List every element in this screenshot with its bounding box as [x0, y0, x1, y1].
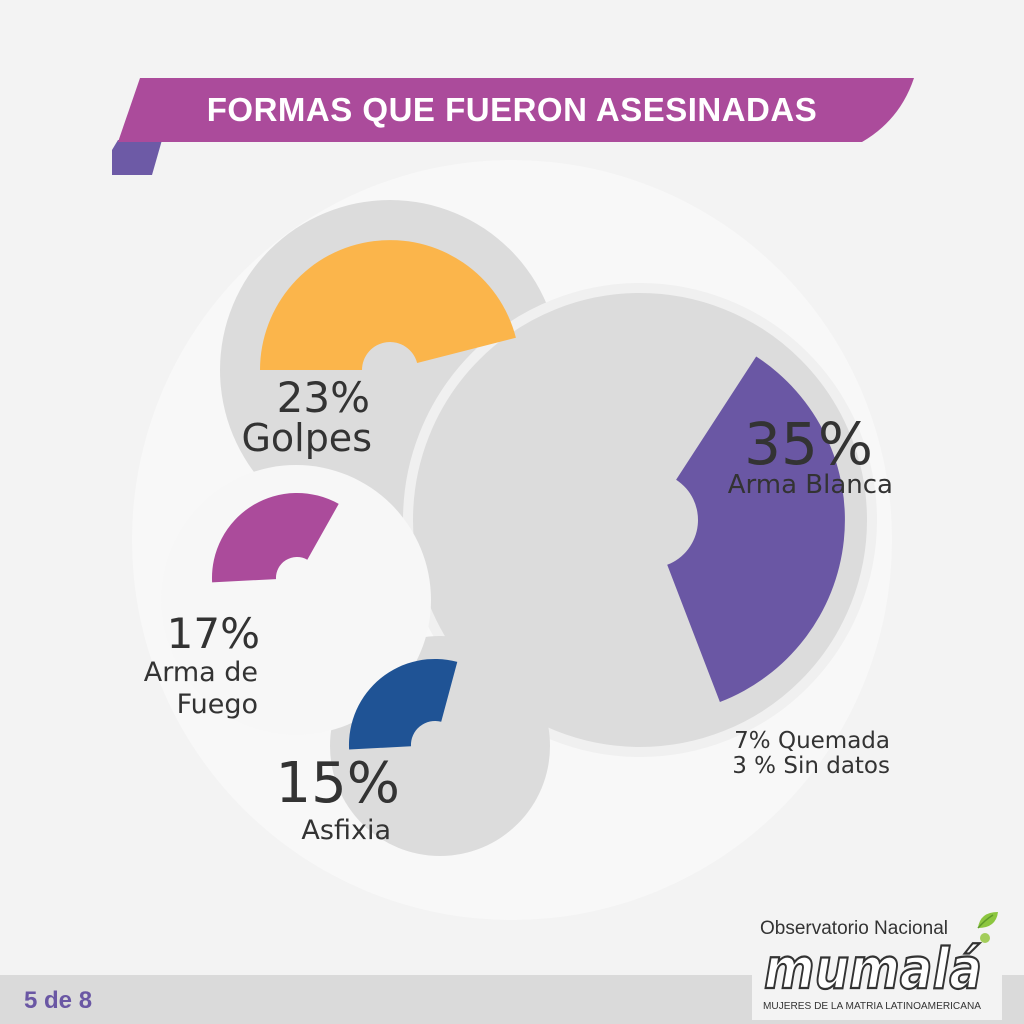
arma-fuego-label-line1: Arma de: [144, 657, 258, 688]
logo: Observatorio Nacional mumalá MUJERES DE …: [752, 908, 1002, 1020]
segment-golpes: [260, 240, 516, 370]
ring-arma-blanca-edge: [403, 283, 877, 757]
asfixia-percent: 15%: [276, 751, 400, 816]
title-banner: FORMAS QUE FUERON ASESINADAS: [112, 78, 914, 175]
arma-blanca-percent: 35%: [744, 410, 873, 478]
logo-wordmark: mumalá: [764, 937, 982, 1002]
golpes-label: Golpes: [241, 416, 372, 460]
segment-arma-fuego: [211, 492, 339, 583]
sin-datos-note: 3 % Sin datos: [732, 753, 890, 779]
logo-subtitle: MUJERES DE LA MATRIA LATINOAMERICANA: [763, 1000, 981, 1012]
page-title: FORMAS QUE FUERON ASESINADAS: [207, 91, 817, 128]
quemada-note: 7% Quemada: [734, 728, 890, 754]
segment-asfixia: [348, 658, 458, 750]
asfixia-label: Asfixia: [301, 815, 391, 846]
arma-fuego-label-line2: Fuego: [177, 689, 258, 720]
segment-arma-blanca: [667, 356, 845, 702]
logo-backdrop: [752, 908, 1002, 1020]
banner-fold: [112, 140, 162, 175]
logo-top-text: Observatorio Nacional: [760, 918, 948, 939]
leaf-icon: [977, 912, 998, 943]
arma-fuego-percent: 17%: [167, 609, 260, 658]
banner-band: [118, 78, 914, 142]
golpes-percent: 23%: [277, 373, 370, 422]
page-indicator: 5 de 8: [24, 987, 92, 1014]
arma-blanca-label: Arma Blanca: [728, 470, 893, 500]
